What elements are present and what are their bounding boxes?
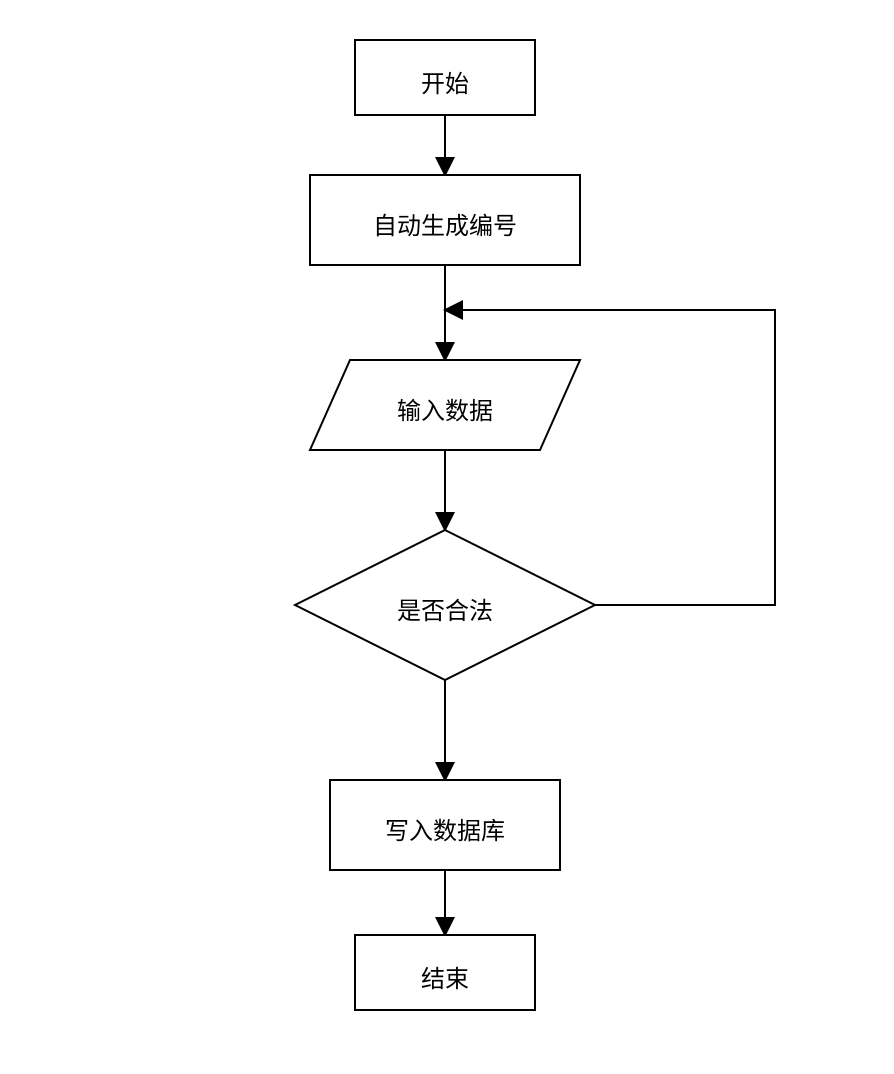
node-gen_id (310, 175, 580, 265)
flowchart-canvas (0, 0, 894, 1074)
node-input (310, 360, 580, 450)
node-end (355, 935, 535, 1010)
node-valid (295, 530, 595, 680)
node-start (355, 40, 535, 115)
node-write_db (330, 780, 560, 870)
